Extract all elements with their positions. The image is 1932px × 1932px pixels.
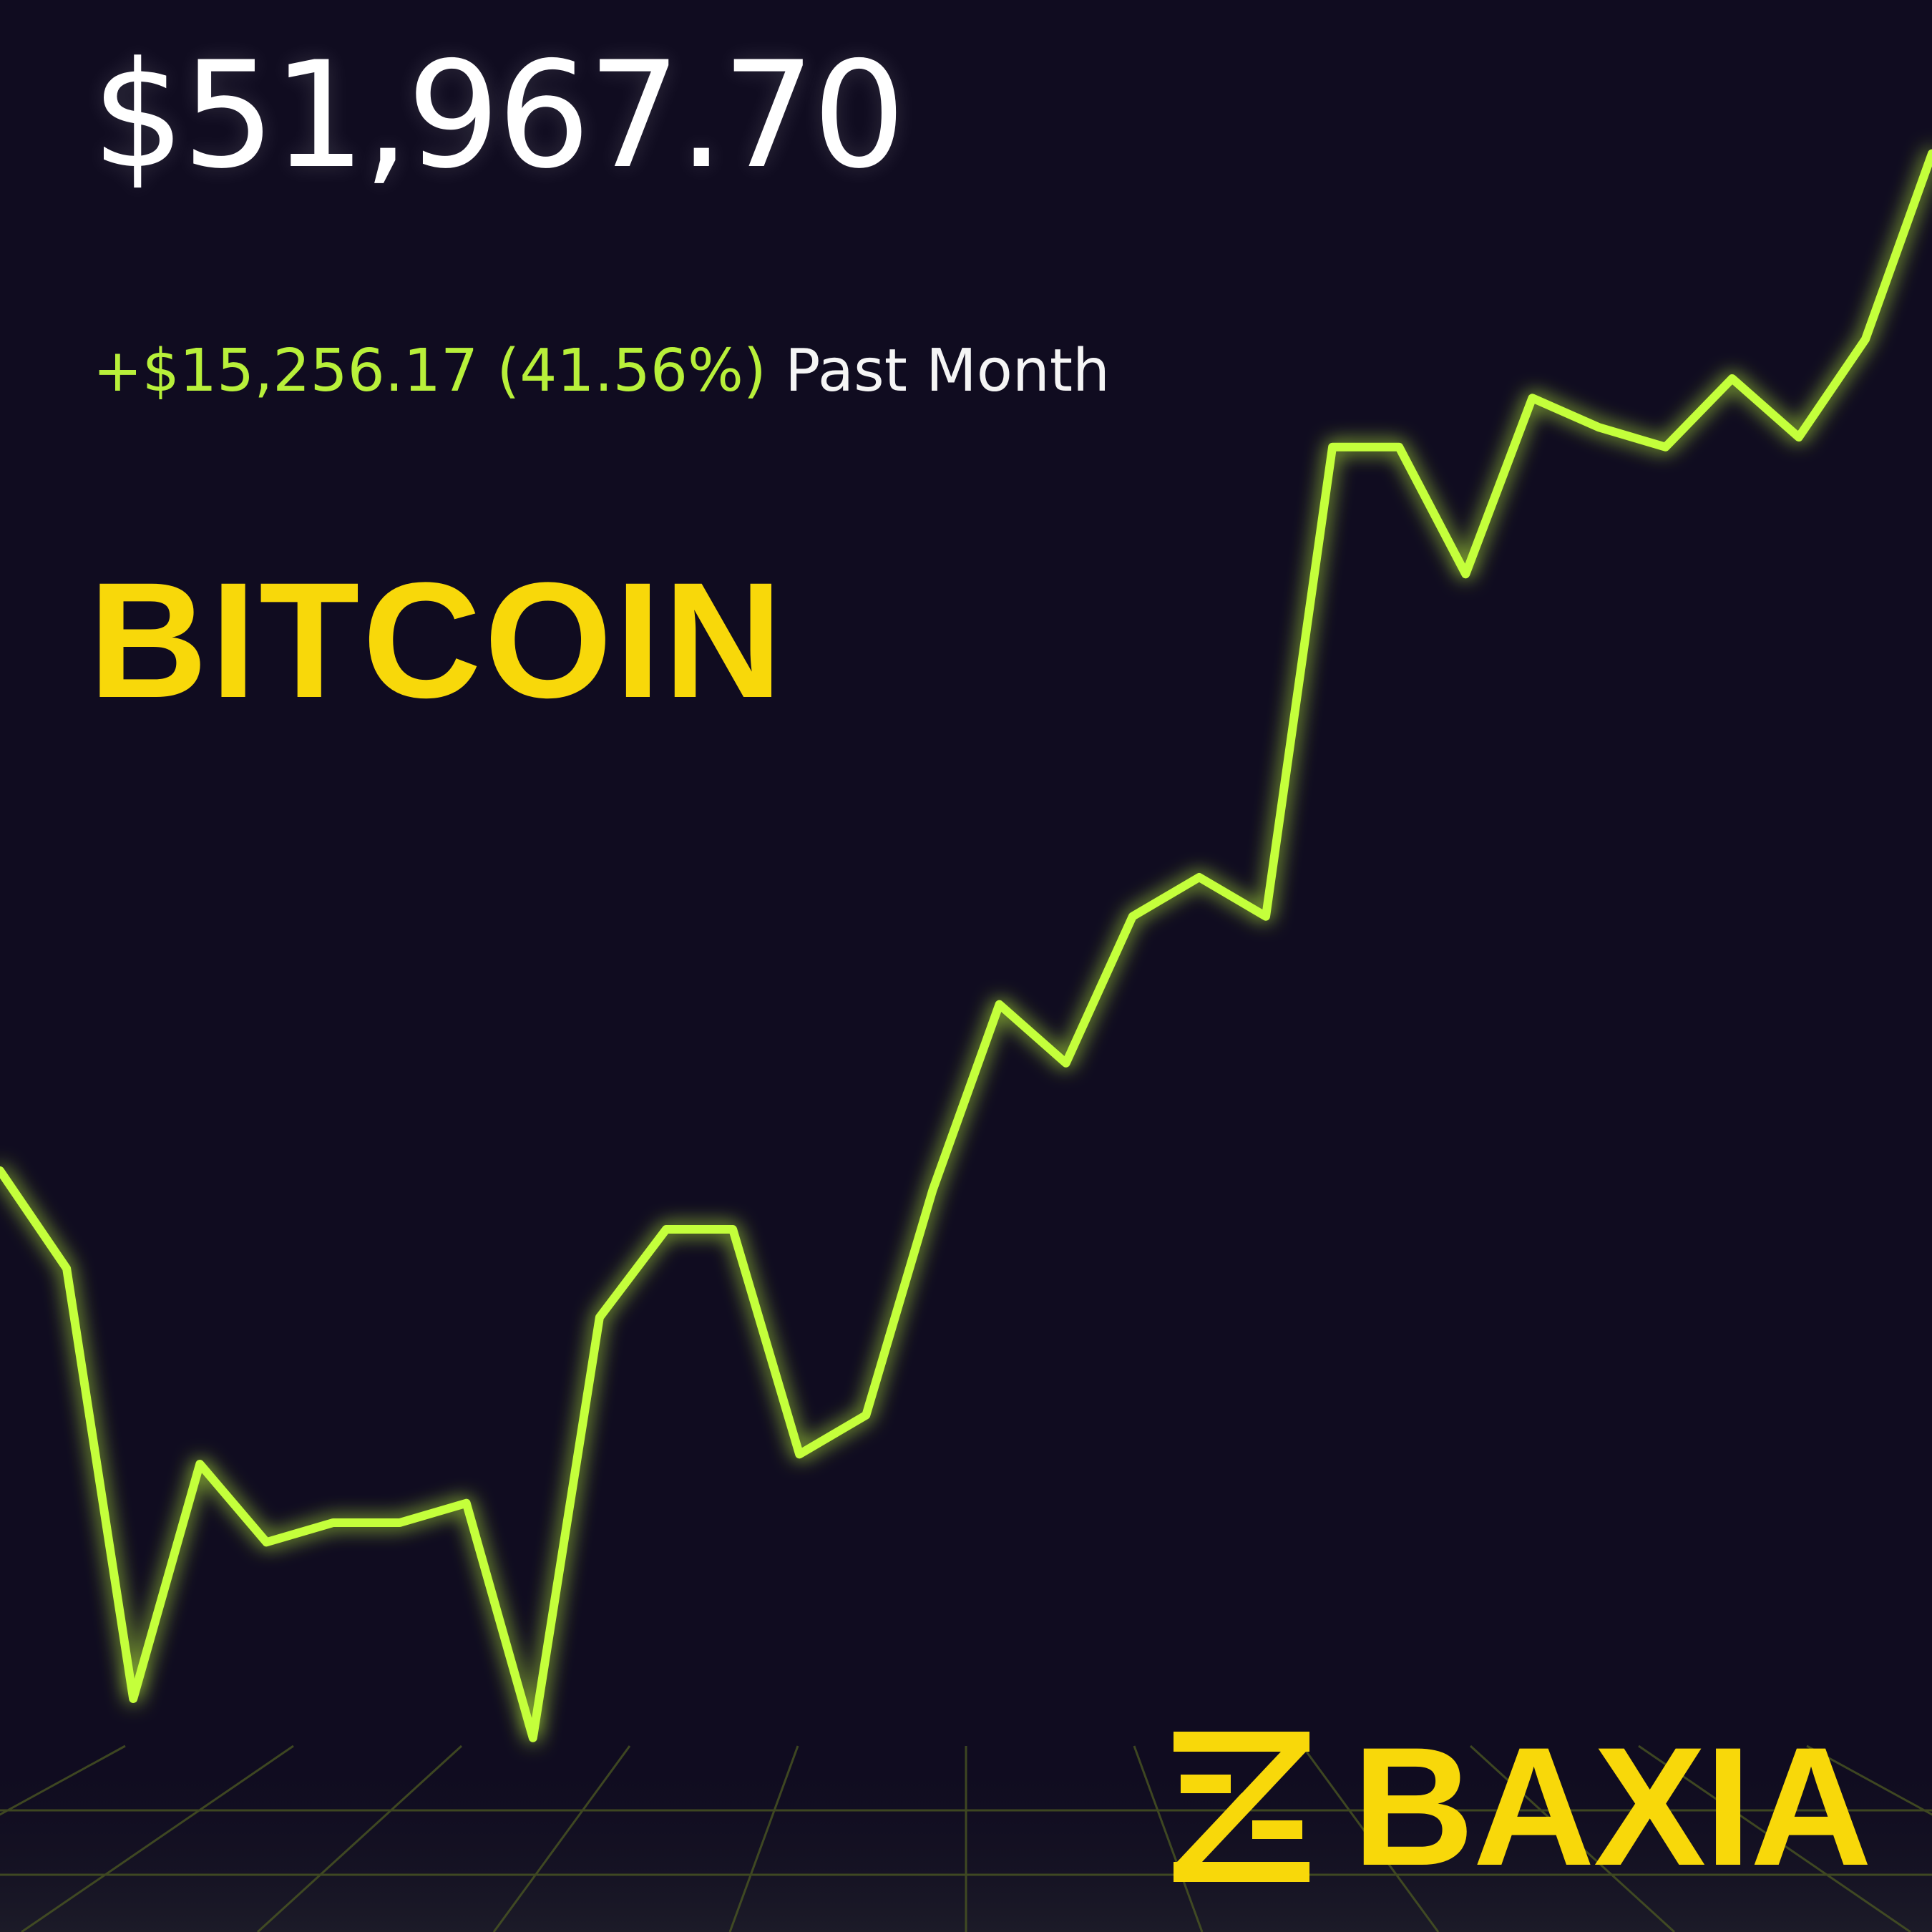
- floor-grid: [0, 1745, 1932, 1932]
- floor-grid-vertical-2: [0, 1745, 126, 1816]
- brand-logo: BAXIA: [1174, 1722, 1872, 1891]
- brand-name: BAXIA: [1352, 1712, 1872, 1901]
- floor-grid-vertical-8: [1133, 1745, 1204, 1932]
- floor-grid-vertical-10: [1469, 1745, 1676, 1932]
- current-price: $51,967.70: [92, 31, 906, 201]
- floor-grid-vertical-9: [1301, 1745, 1440, 1932]
- price-change-row: +$15,256.17 (41.56%) Past Month: [93, 342, 1110, 401]
- floor-grid-vertical-5: [492, 1745, 631, 1932]
- price-change: +$15,256.17 (41.56%): [93, 337, 766, 405]
- period-label: Past Month: [785, 337, 1110, 405]
- floor-grid-vertical-11: [1638, 1745, 1911, 1932]
- baxia-logo-icon: [1174, 1732, 1309, 1882]
- price-line: [0, 149, 1932, 1742]
- floor-grid-vertical-3: [21, 1745, 294, 1932]
- floor-grid-vertical-12: [1806, 1745, 1932, 1816]
- floor-grid-vertical-4: [256, 1745, 463, 1932]
- asset-title: BITCOIN: [89, 548, 786, 732]
- chart-series: [0, 149, 1932, 1742]
- floor-grid-vertical-6: [728, 1745, 799, 1932]
